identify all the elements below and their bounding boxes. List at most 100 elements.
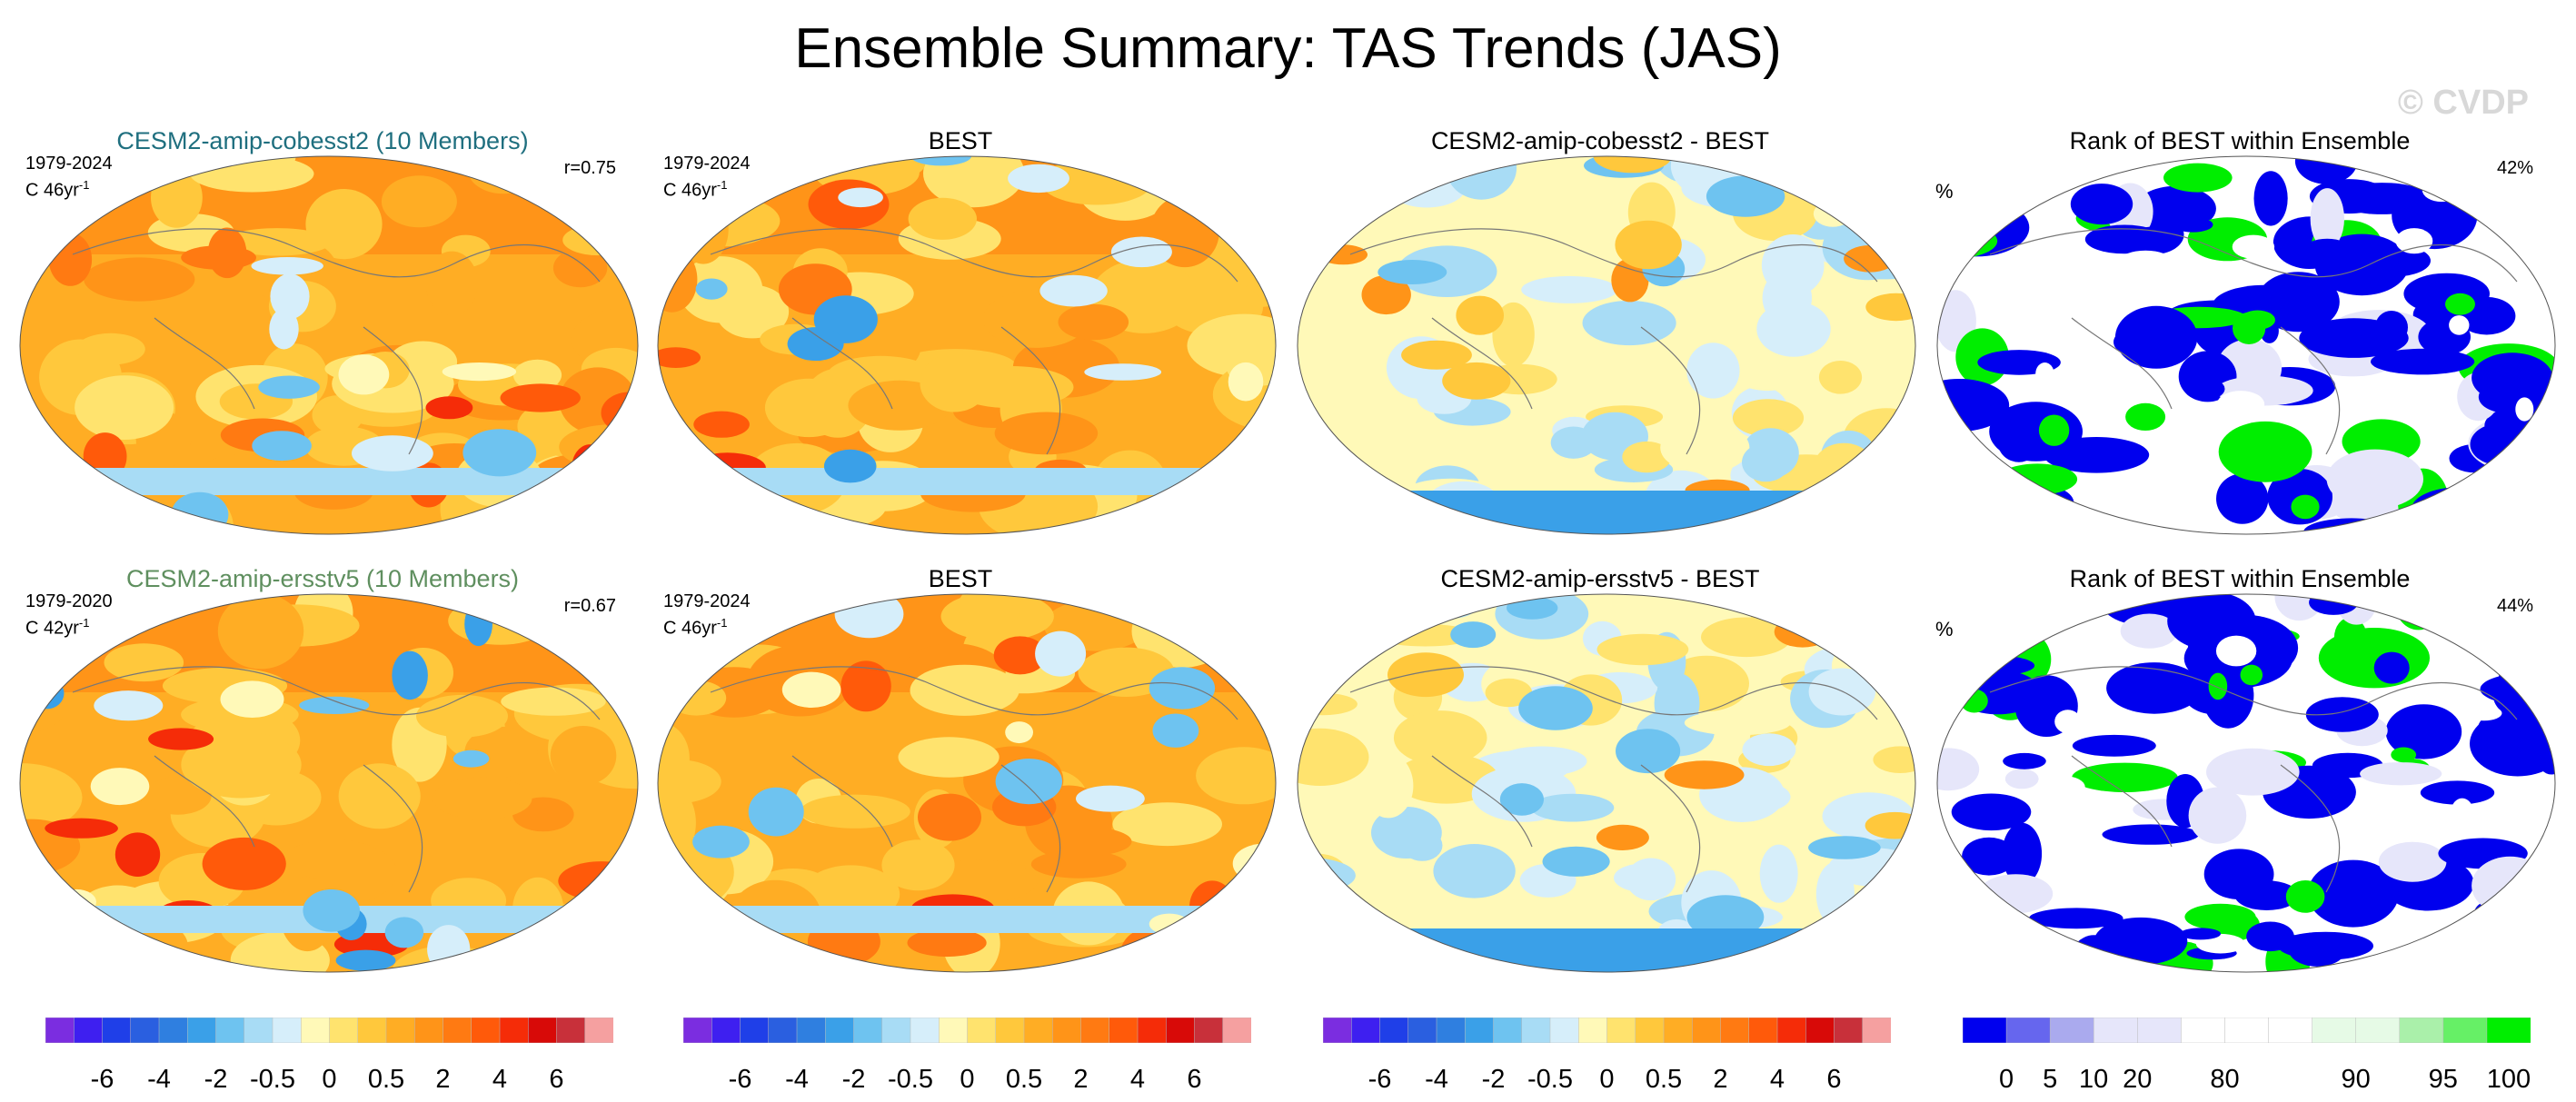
map-field-blob: [2206, 748, 2300, 796]
colorbar-swatch: [1963, 1018, 2007, 1043]
colorbar-tick-label: -0.5: [250, 1065, 295, 1094]
map-field-blob: [1962, 837, 2016, 876]
map-field-blob: [2465, 174, 2521, 215]
map-field-blob: [2232, 234, 2275, 259]
map-panel-r2c4: Rank of BEST within Ensemble 44%%: [1926, 565, 2556, 974]
colorbar-trend-1: -6 -4 -2 -0.5 0 0.5 2 4 6: [45, 1018, 613, 1096]
map-field-blob: [220, 680, 284, 718]
map-outline: [1936, 593, 2556, 973]
colorbar-swatch: [1692, 1018, 1722, 1043]
colorbar-swatches: [1323, 1018, 1891, 1043]
map-field-blob: [667, 680, 727, 716]
map-field-blob: [1387, 652, 1464, 698]
map-field-blob: [910, 156, 972, 166]
colorbar-swatch: [1549, 1018, 1579, 1043]
map-field-blob: [880, 940, 930, 972]
colorbar-swatch: [556, 1018, 586, 1043]
map-field-blob: [425, 251, 478, 316]
colorbar-tick-label: 4: [1769, 1065, 1785, 1094]
colorbar-tick-label: 0.5: [367, 1065, 405, 1094]
map-field-blob: [658, 643, 718, 671]
colorbar-swatch: [272, 1018, 302, 1043]
map-field-blob: [1110, 236, 1172, 268]
panel-stat: 44%: [2496, 596, 2533, 616]
panel-stat: 42%: [2496, 158, 2533, 178]
period-label: 1979-2024: [25, 154, 113, 174]
panel-stat: r=0.67: [563, 596, 616, 616]
map-field-blob: [464, 601, 492, 647]
panel-title: CESM2-amip-ersstv5 (10 Members): [125, 565, 520, 592]
map-field-blob: [1008, 164, 1069, 194]
colorbar-swatch: [683, 1018, 712, 1043]
colorbar-swatch: [244, 1018, 274, 1043]
map-field-blob: [1818, 361, 1863, 394]
map-field-blob: [1596, 633, 1689, 666]
map-field-blob: [1397, 245, 1497, 297]
map-field-blob: [1417, 156, 1479, 181]
map-field-blob: [1076, 785, 1145, 812]
period-label: 1979-2024: [663, 154, 751, 174]
units-label: C 46yr-1: [25, 178, 90, 201]
map-field-blob: [1183, 594, 1275, 633]
map-field-blob: [1997, 463, 2078, 495]
map-field-blob: [1314, 594, 1351, 615]
map-field-blob: [601, 181, 638, 217]
robinson-map: [1297, 593, 1916, 973]
map-field-blob: [2299, 318, 2409, 358]
map-field-blob: [2326, 449, 2423, 509]
map-panel-r1c1: CESM2-amip-cobesst2 (10 Members) 1979-202…: [9, 127, 639, 536]
map-field-blob: [1363, 753, 1414, 819]
map-field-blob: [1593, 156, 1672, 174]
map-field-blob: [2510, 630, 2531, 664]
map-field-blob: [2278, 931, 2373, 960]
colorbar-swatch: [825, 1018, 855, 1043]
map-field-blob: [1303, 202, 1375, 230]
map-panel-r2c2: BEST 1979-2024 C 46yr-1: [647, 565, 1277, 974]
map-field-blob: [2119, 250, 2172, 272]
robinson-map: [19, 593, 639, 973]
map-field-blob: [2026, 189, 2050, 212]
map-field-blob: [1991, 594, 2072, 620]
map-field-blob: [1774, 616, 1831, 648]
map-field-blob: [144, 777, 212, 815]
colorbar-swatch: [853, 1018, 883, 1043]
map-field-blob: [743, 519, 803, 534]
map-field-blob: [658, 201, 711, 253]
map-field-blob: [2132, 226, 2179, 250]
colorbar-diff: -6 -4 -2 -0.5 0 0.5 2 4 6: [1323, 1018, 1891, 1096]
map-outline: [1297, 155, 1916, 535]
map-field-blob: [1813, 442, 1875, 492]
map-field-blob: [381, 175, 457, 228]
colorbar-tick-label: 6: [1826, 1065, 1842, 1094]
map-field-blob: [1030, 849, 1127, 879]
map-field-blob: [1997, 422, 2041, 462]
map-field-blob: [448, 597, 552, 645]
units-label: C 46yr-1: [663, 178, 728, 201]
colorbar-tick-label: 90: [2341, 1065, 2371, 1094]
colorbar-tick-label: -2: [1481, 1065, 1506, 1094]
map-outline: [657, 593, 1277, 973]
map-field-blob: [1518, 686, 1593, 730]
map-field-blob: [2094, 917, 2188, 966]
map-field-blob: [1808, 836, 1881, 859]
colorbar-swatch: [1465, 1018, 1495, 1043]
map-field-blob: [427, 925, 471, 972]
map-field-blob: [1964, 940, 2043, 972]
map-field-blob: [2215, 635, 2257, 667]
colorbar-tick-label: 2: [435, 1065, 451, 1094]
map-field-blob: [2208, 672, 2228, 700]
map-field-blob: [678, 194, 729, 264]
colorbar-tick-label: 5: [2043, 1065, 2058, 1094]
map-field-blob: [1318, 244, 1368, 265]
map-field-blob: [2125, 402, 2166, 431]
map-field-blob: [2102, 824, 2200, 845]
map-field-blob: [1298, 205, 1341, 252]
colorbar-swatch: [1407, 1018, 1437, 1043]
map-field-blob: [2291, 494, 2320, 520]
map-field-blob: [2436, 250, 2481, 268]
map-field-blob: [693, 411, 750, 438]
map-field-blob: [2246, 921, 2294, 952]
colorbar-tick-label: -6: [1368, 1065, 1392, 1094]
map-field-blob: [2520, 869, 2555, 893]
colorbar-swatch: [414, 1018, 444, 1043]
